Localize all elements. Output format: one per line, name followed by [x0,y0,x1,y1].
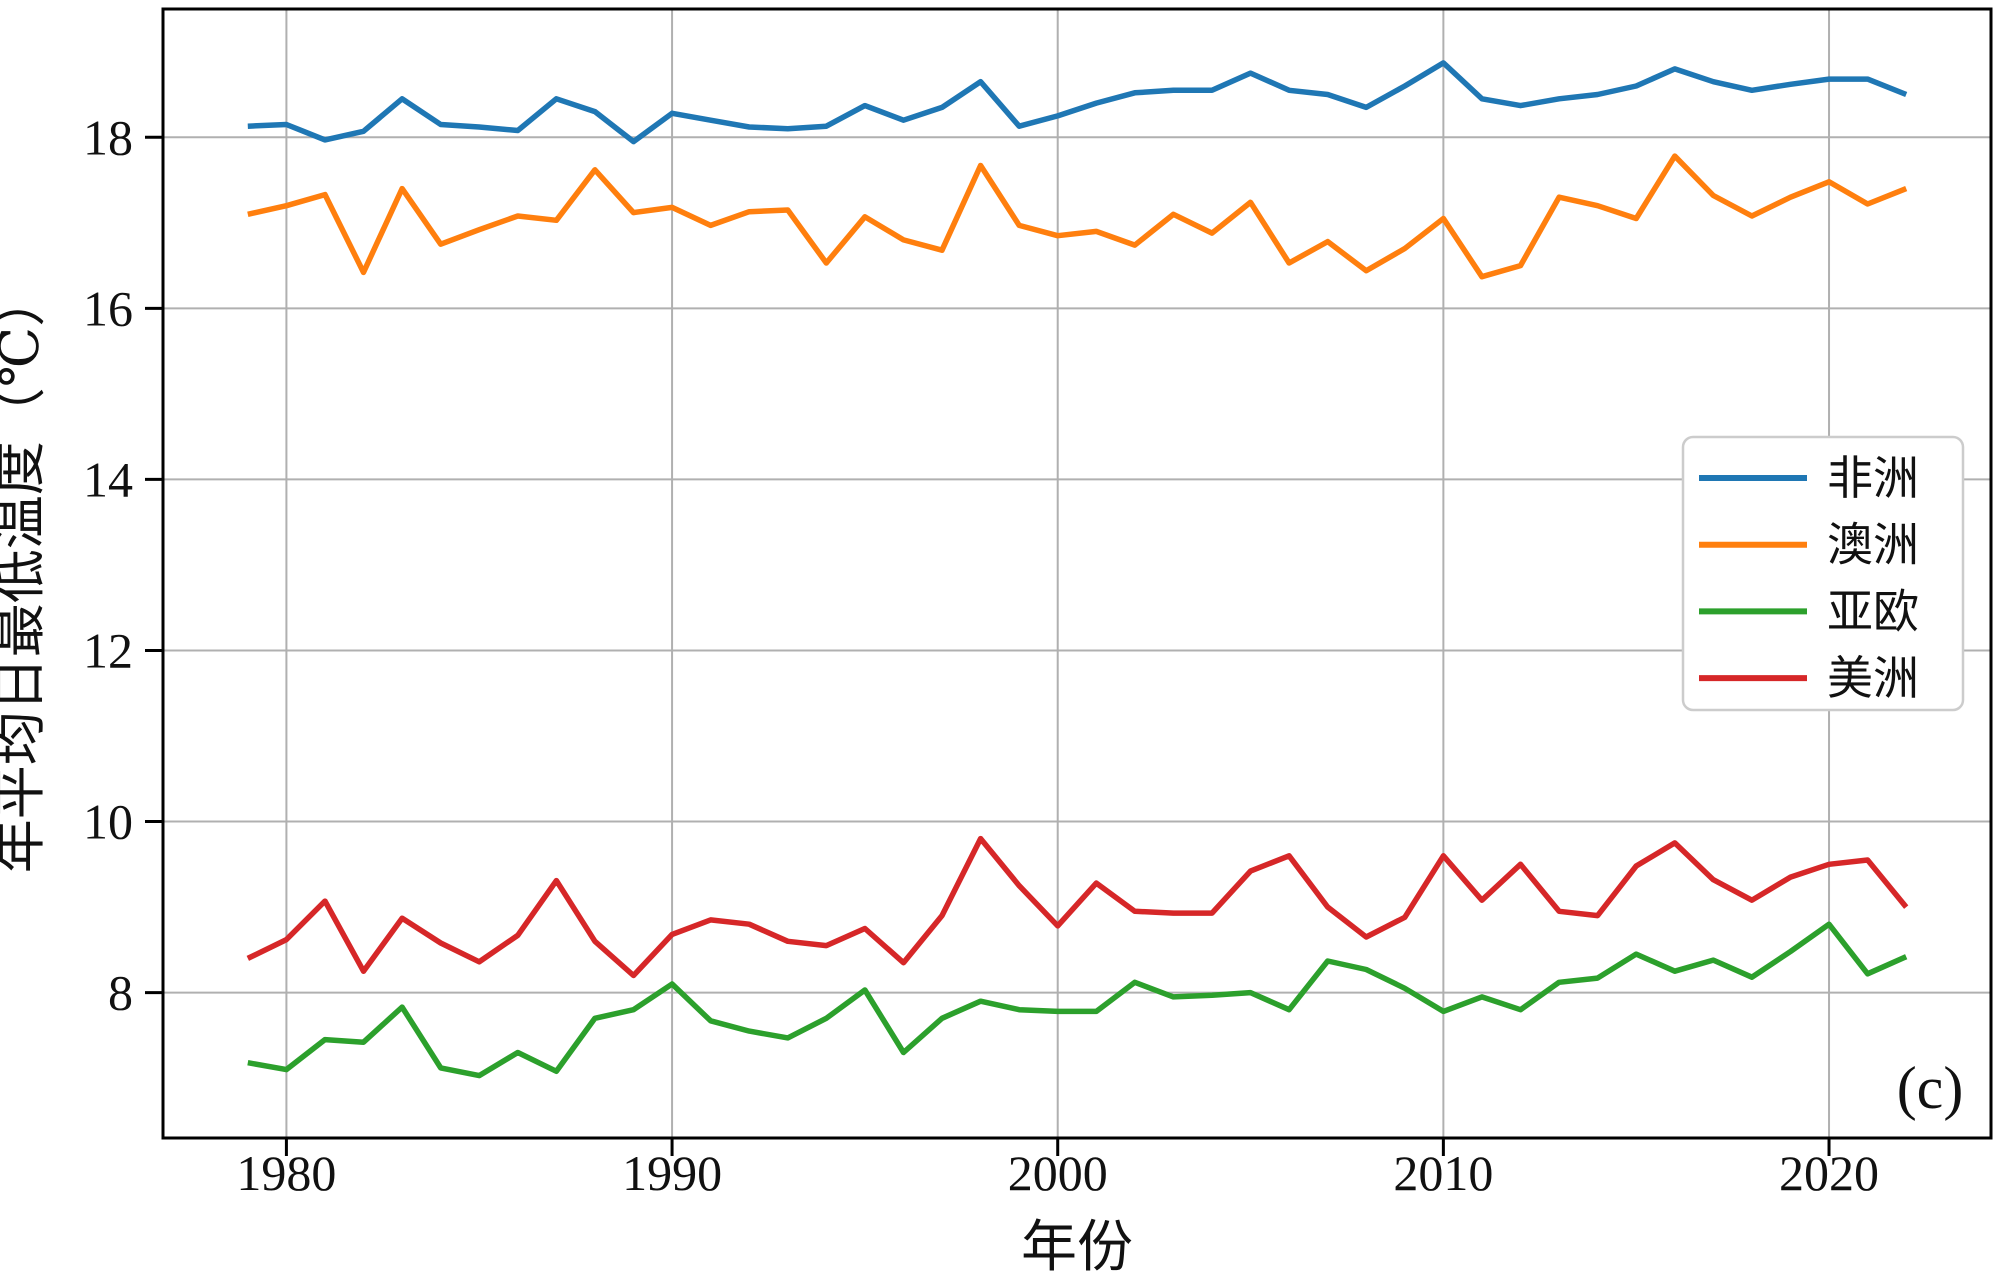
tick-label-y-8: 8 [108,965,133,1021]
tick-marks [145,135,1831,1156]
tick-label-y-16: 16 [83,280,133,336]
series-line-eurasia [247,921,1908,1079]
tick-label-x-2020: 2020 [1779,1145,1879,1201]
legend-label-eurasia: 亚欧 [1827,586,1919,637]
y-axis-label: 年平均日最低温度（℃） [0,273,50,873]
tick-label-x-1980: 1980 [236,1145,336,1201]
legend-label-australia: 澳洲 [1827,520,1919,571]
legend-label-americas: 美洲 [1827,653,1919,704]
tick-label-x-2000: 2000 [1008,1145,1108,1201]
tick-labels: 1980 1990 2000 2010 2020 8 10 12 14 16 18 [83,109,1879,1201]
tick-label-x-1990: 1990 [622,1145,722,1201]
legend-label-africa: 非洲 [1827,453,1919,504]
panel-label: (c) [1897,1055,1964,1121]
series-lines [246,60,1909,1079]
tick-label-y-12: 12 [83,622,133,678]
tick-label-y-18: 18 [83,109,133,165]
tick-label-y-14: 14 [83,451,133,507]
series-line-americas [246,835,1909,979]
tick-label-x-2010: 2010 [1393,1145,1493,1201]
legend-box [1681,435,1965,712]
tick-label-y-10: 10 [83,794,133,850]
plot-frame [161,7,1993,1140]
series-line-australia [247,153,1908,280]
series-line-africa [247,60,1908,145]
x-axis-label: 年份 [1021,1217,1133,1279]
